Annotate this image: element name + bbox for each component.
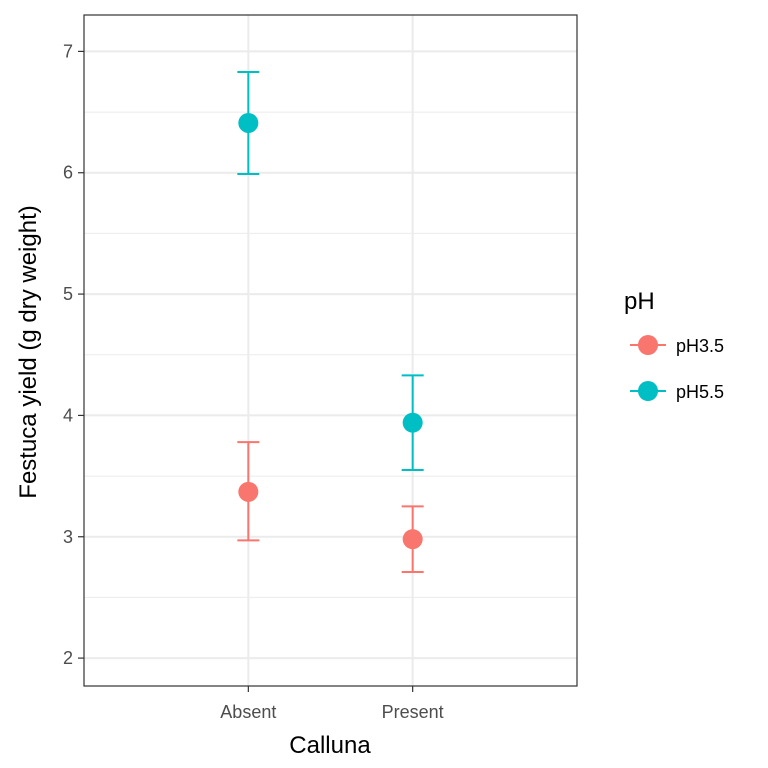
y-tick-label: 6 — [63, 163, 73, 183]
y-tick-label: 4 — [63, 405, 73, 425]
y-tick-label: 2 — [63, 648, 73, 668]
x-axis-title: Calluna — [289, 732, 371, 759]
data-marks — [237, 71, 424, 573]
legend-title: pH — [624, 288, 655, 315]
x-tick-label: Absent — [220, 702, 276, 722]
y-tick-label: 3 — [63, 527, 73, 547]
data-point — [402, 529, 423, 550]
legend-item-pH3.5: pH3.5 — [630, 335, 724, 356]
panel-background — [84, 15, 577, 686]
data-point — [402, 412, 423, 433]
y-tick-label: 7 — [63, 41, 73, 61]
legend-label: pH3.5 — [676, 336, 724, 356]
legend-item-pH5.5: pH5.5 — [630, 381, 724, 402]
panel-border — [83, 14, 578, 687]
legend: pH pH3.5 pH5.5 — [624, 288, 724, 402]
y-axis-title: Festuca yield (g dry weight) — [15, 205, 42, 498]
series-pH3.5 — [237, 441, 424, 573]
data-point — [238, 112, 259, 133]
data-point — [238, 481, 259, 502]
axes: 2 3 4 5 6 7 Absent Present — [63, 14, 578, 722]
plot-panel — [84, 15, 577, 686]
x-tick-label: Present — [382, 702, 444, 722]
legend-key-point — [638, 335, 658, 355]
y-tick-label: 5 — [63, 284, 73, 304]
legend-label: pH5.5 — [676, 382, 724, 402]
series-pH5.5 — [237, 71, 424, 472]
legend-key-point — [638, 381, 658, 401]
